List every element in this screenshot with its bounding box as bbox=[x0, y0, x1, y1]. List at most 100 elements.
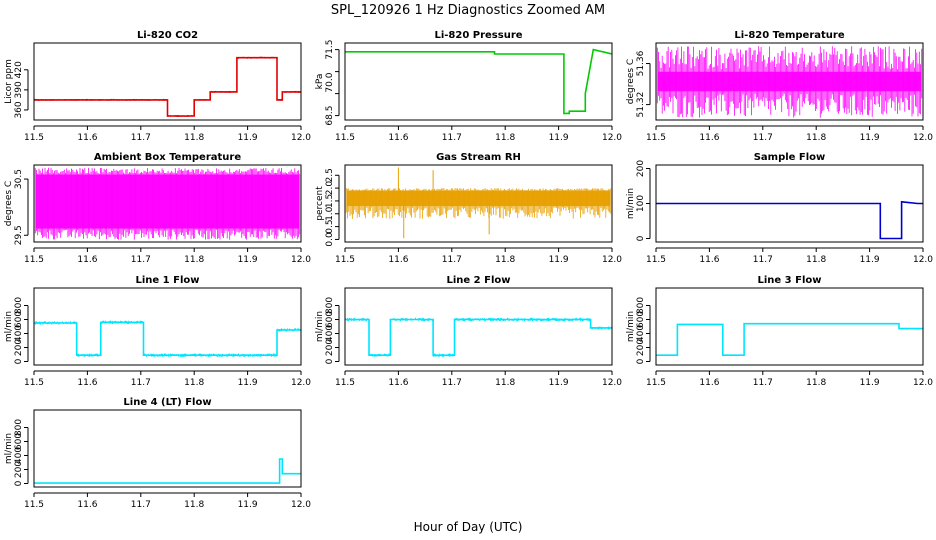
x-tick-label: 11.5 bbox=[24, 255, 44, 265]
data-spikes bbox=[656, 46, 923, 118]
x-tick-label: 11.8 bbox=[806, 255, 826, 265]
x-tick-label: 11.7 bbox=[753, 255, 773, 265]
y-tick-label: 30.5 bbox=[14, 169, 24, 189]
x-tick-label: 11.9 bbox=[238, 255, 258, 265]
data-series-line bbox=[656, 322, 923, 356]
x-tick-label: 11.5 bbox=[646, 378, 666, 388]
x-tick-label: 11.7 bbox=[131, 500, 151, 510]
y-axis-label: ml/min bbox=[626, 311, 636, 342]
y-tick-label: 360 bbox=[14, 101, 24, 118]
y-tick-label: 600 bbox=[636, 311, 646, 328]
data-series-line bbox=[34, 56, 301, 117]
x-tick-label: 11.9 bbox=[860, 378, 880, 388]
x-tick-label: 11.5 bbox=[24, 378, 44, 388]
y-tick-label: 800 bbox=[14, 419, 24, 436]
x-tick-label: 11.5 bbox=[24, 500, 44, 510]
y-tick-label: 600 bbox=[14, 433, 24, 450]
y-tick-label: 0 bbox=[14, 358, 24, 364]
panel-title: Line 4 (LT) Flow bbox=[123, 397, 211, 408]
x-tick-label: 11.9 bbox=[549, 255, 569, 265]
panel-sample-flow: Sample Flow ml/min 11.5 11.6 11.7 11.8 11.9 12.… bbox=[626, 152, 933, 265]
y-tick-label: 800 bbox=[325, 297, 335, 314]
panel-li-820-pressure: Li-820 Pressure kPa 11.5 11.6 11.7 11.8 11.9 12… bbox=[315, 30, 622, 143]
plot-area bbox=[345, 167, 612, 239]
panel-title: Line 1 Flow bbox=[136, 275, 200, 286]
x-tick-label: 11.6 bbox=[699, 378, 719, 388]
plot-frame bbox=[33, 42, 302, 121]
panel-title: Li-820 Pressure bbox=[434, 30, 522, 41]
data-noise bbox=[345, 317, 612, 357]
y-axis-label: degrees C bbox=[4, 181, 14, 226]
y-tick-label: 390 bbox=[14, 81, 24, 98]
plot-frame bbox=[344, 287, 613, 366]
panel-title: Ambient Box Temperature bbox=[94, 152, 241, 163]
panel-title: Sample Flow bbox=[754, 152, 826, 163]
x-tick-label: 12.0 bbox=[913, 255, 933, 265]
x-tick-label: 11.5 bbox=[24, 133, 44, 143]
data-series-line bbox=[34, 321, 301, 356]
y-axis-label: ml/min bbox=[626, 188, 636, 219]
figure-title: SPL_120926 1 Hz Diagnostics Zoomed AM bbox=[331, 3, 605, 18]
y-axis-label: kPa bbox=[315, 74, 325, 90]
y-tick-label: 200 bbox=[325, 339, 335, 356]
y-tick-label: 400 bbox=[14, 325, 24, 342]
x-tick-label: 11.8 bbox=[495, 133, 515, 143]
y-tick-label: 29.5 bbox=[14, 225, 24, 245]
x-tick-label: 12.0 bbox=[602, 378, 622, 388]
plot-frame bbox=[33, 287, 302, 366]
x-tick-label: 11.7 bbox=[753, 378, 773, 388]
x-tick-label: 11.6 bbox=[388, 133, 408, 143]
plot-area bbox=[345, 48, 612, 115]
x-tick-label: 11.9 bbox=[238, 500, 258, 510]
x-tick-label: 12.0 bbox=[291, 255, 311, 265]
x-tick-label: 12.0 bbox=[602, 255, 622, 265]
y-axis-label: degrees C bbox=[626, 59, 636, 104]
y-tick-label: 2.0 bbox=[325, 181, 335, 196]
y-axis-label: ml/min bbox=[4, 311, 14, 342]
y-tick-label: 800 bbox=[14, 297, 24, 314]
y-tick-label: 200 bbox=[636, 160, 646, 177]
y-tick-label: 0 bbox=[636, 358, 646, 364]
y-tick-label: 400 bbox=[14, 447, 24, 464]
panel-gas-stream-rh: Gas Stream RH percent 11.5 11.6 11.7 11.8 11.9… bbox=[315, 152, 622, 265]
plot-frame bbox=[655, 42, 924, 121]
plot-area bbox=[34, 458, 301, 484]
y-tick-label: 400 bbox=[636, 325, 646, 342]
y-tick-label: 800 bbox=[636, 297, 646, 314]
y-tick-label: 71.5 bbox=[325, 40, 335, 60]
y-tick-label: 0.5 bbox=[325, 219, 335, 233]
x-tick-label: 11.6 bbox=[388, 255, 408, 265]
x-tick-label: 11.6 bbox=[388, 378, 408, 388]
data-noise bbox=[345, 49, 612, 114]
plot-area bbox=[656, 200, 923, 240]
y-tick-label: 420 bbox=[14, 61, 24, 78]
x-tick-label: 11.6 bbox=[77, 133, 97, 143]
plot-frame bbox=[344, 164, 613, 243]
x-tick-label: 11.8 bbox=[184, 255, 204, 265]
x-tick-label: 11.7 bbox=[131, 133, 151, 143]
y-tick-label: 600 bbox=[325, 311, 335, 328]
x-tick-label: 11.9 bbox=[549, 133, 569, 143]
panel-title: Li-820 CO2 bbox=[137, 30, 198, 41]
y-tick-label: 1.0 bbox=[325, 206, 335, 221]
x-tick-label: 11.8 bbox=[184, 500, 204, 510]
y-tick-label: 200 bbox=[14, 461, 24, 478]
y-tick-label: 100 bbox=[636, 195, 646, 212]
data-series-line bbox=[656, 200, 923, 240]
x-tick-label: 11.5 bbox=[646, 255, 666, 265]
x-tick-label: 11.8 bbox=[184, 378, 204, 388]
x-tick-label: 11.8 bbox=[184, 133, 204, 143]
data-spikes bbox=[345, 188, 612, 219]
plot-area bbox=[656, 46, 923, 118]
x-tick-label: 11.9 bbox=[549, 378, 569, 388]
x-tick-label: 11.6 bbox=[699, 133, 719, 143]
x-tick-label: 11.7 bbox=[131, 255, 151, 265]
x-tick-label: 11.8 bbox=[495, 378, 515, 388]
y-tick-label: 0.0 bbox=[325, 232, 335, 247]
x-tick-label: 11.5 bbox=[646, 133, 666, 143]
plot-area bbox=[34, 56, 301, 117]
y-axis-label: ml/min bbox=[315, 311, 325, 342]
data-noise bbox=[656, 201, 923, 239]
x-tick-label: 12.0 bbox=[913, 378, 933, 388]
